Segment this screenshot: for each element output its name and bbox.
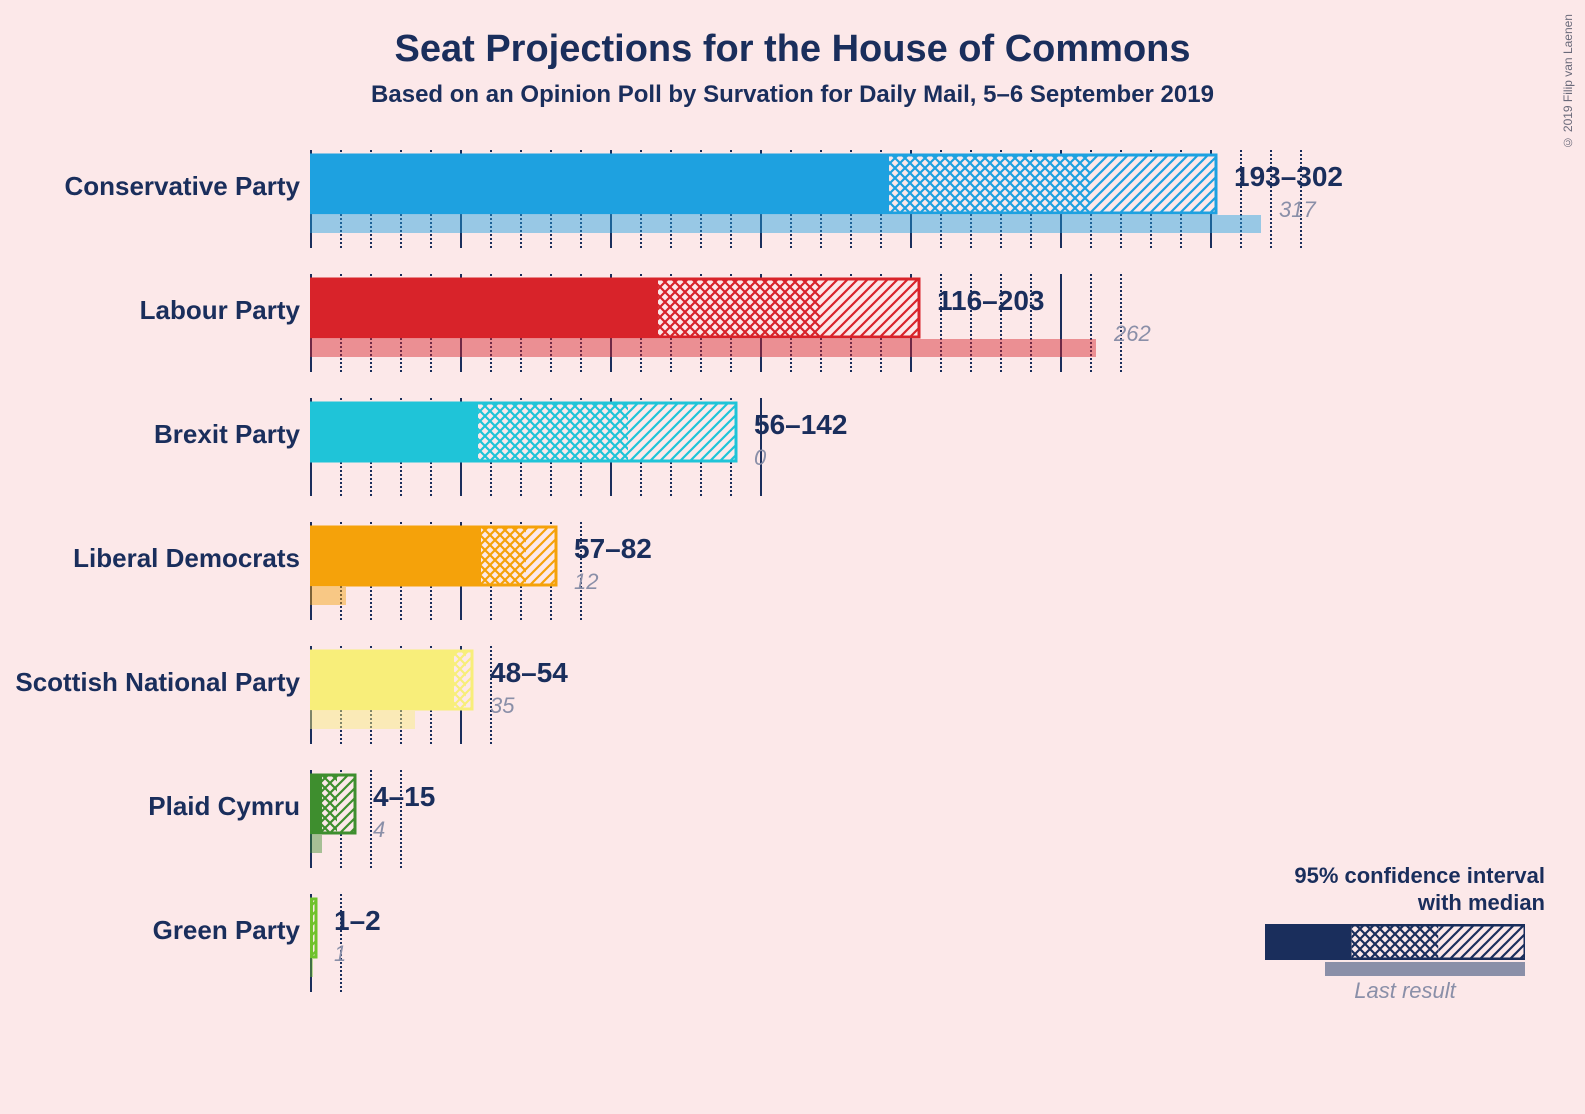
gridline-minor (370, 770, 372, 868)
projection-bar (310, 153, 1220, 215)
party-label: Conservative Party (0, 171, 300, 202)
party-row: Scottish National Party48–5435 (310, 641, 1410, 765)
last-result-bar (310, 339, 1096, 357)
party-row: Green Party1–21 (310, 889, 1410, 1013)
projection-range-label: 116–203 (937, 285, 1044, 317)
last-result-label: 35 (490, 693, 514, 719)
party-label: Green Party (0, 915, 300, 946)
last-result-label: 262 (1114, 321, 1151, 347)
legend-ci-label-2: with median (1265, 890, 1545, 916)
party-row: Labour Party116–203262 (310, 269, 1410, 393)
last-result-bar (310, 711, 415, 729)
legend-last-bar (1325, 962, 1525, 976)
projection-range-label: 56–142 (754, 409, 847, 441)
chart-title: Seat Projections for the House of Common… (0, 0, 1585, 71)
projection-range-label: 193–302 (1234, 161, 1343, 193)
chart-subtitle: Based on an Opinion Poll by Survation fo… (0, 81, 1585, 109)
legend: 95% confidence interval with median Last… (1265, 863, 1545, 1004)
projection-range-label: 48–54 (490, 657, 568, 689)
projection-range-label: 1–2 (334, 905, 381, 937)
last-result-label: 12 (574, 569, 598, 595)
chart-area: Conservative Party193–302317Labour Party… (310, 145, 1410, 1045)
party-row: Plaid Cymru4–154 (310, 765, 1410, 889)
projection-bar (310, 773, 359, 835)
party-row: Conservative Party193–302317 (310, 145, 1410, 269)
projection-bar (310, 649, 476, 711)
party-label: Brexit Party (0, 419, 300, 450)
party-row: Liberal Democrats57–8212 (310, 517, 1410, 641)
gridline-minor (1090, 274, 1092, 372)
party-label: Liberal Democrats (0, 543, 300, 574)
projection-range-label: 4–15 (373, 781, 435, 813)
gridline-major (1060, 274, 1062, 372)
projection-range-label: 57–82 (574, 533, 652, 565)
party-label: Plaid Cymru (0, 791, 300, 822)
last-result-bar (310, 835, 322, 853)
copyright-text: © 2019 Filip van Laenen (1561, 14, 1575, 149)
last-result-bar (310, 587, 346, 605)
last-result-label: 0 (754, 445, 766, 471)
last-result-bar (310, 215, 1261, 233)
legend-last-label: Last result (1265, 978, 1545, 1004)
last-result-label: 317 (1279, 197, 1316, 223)
last-result-label: 1 (334, 941, 346, 967)
last-result-bar (310, 959, 313, 977)
party-label: Labour Party (0, 295, 300, 326)
party-row: Brexit Party56–1420 (310, 393, 1410, 517)
legend-ci-bar (1265, 924, 1545, 960)
projection-bar (310, 897, 320, 959)
legend-ci-label-1: 95% confidence interval (1265, 863, 1545, 889)
party-label: Scottish National Party (0, 667, 300, 698)
projection-bar (310, 401, 740, 463)
projection-bar (310, 277, 923, 339)
last-result-label: 4 (373, 817, 385, 843)
projection-bar (310, 525, 560, 587)
